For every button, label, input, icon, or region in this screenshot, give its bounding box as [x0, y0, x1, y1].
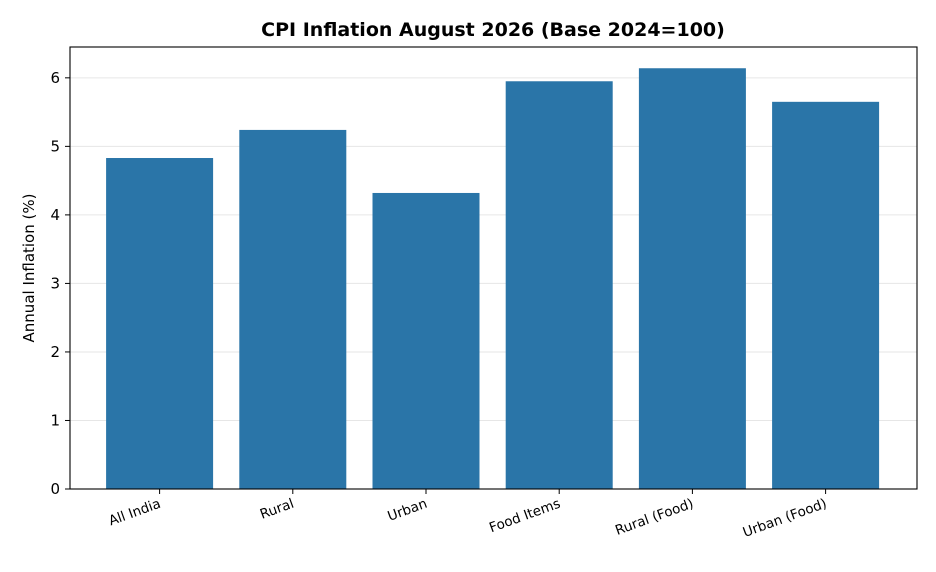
- x-tick-label: Urban: [386, 496, 430, 525]
- bar-rural: [239, 129, 347, 489]
- y-tick-label: 6: [50, 69, 60, 87]
- bar-food-items: [505, 81, 613, 490]
- plot-area-frame: [69, 46, 918, 490]
- y-tick-label: 4: [50, 206, 60, 224]
- x-tick-label: Urban (Food): [741, 496, 829, 541]
- y-tick-label: 2: [50, 343, 60, 361]
- x-tick-label: All India: [107, 496, 163, 530]
- x-tick-label: Rural (Food): [613, 496, 696, 539]
- y-axis-label: Annual Inflation (%): [20, 194, 38, 343]
- bar-rural-food: [638, 68, 746, 489]
- bar-all-india: [106, 158, 214, 489]
- y-tick-label: 0: [50, 480, 60, 498]
- bar-urban: [372, 192, 480, 490]
- x-tick-label: Rural: [258, 496, 296, 523]
- chart-title: CPI Inflation August 2026 (Base 2024=100…: [261, 19, 725, 41]
- x-tick-label: Food Items: [487, 496, 562, 536]
- bars: [106, 68, 880, 490]
- x-axis-ticks: All India Rural Urban Food Items Rural (Food…: [107, 489, 829, 541]
- y-tick-label: 5: [50, 137, 60, 155]
- y-tick-label: 1: [50, 411, 60, 429]
- y-axis-ticks: 0 1 2 3 4 5 6: [50, 69, 70, 498]
- y-tick-label: 3: [50, 274, 60, 292]
- bar-urban-food: [772, 101, 880, 489]
